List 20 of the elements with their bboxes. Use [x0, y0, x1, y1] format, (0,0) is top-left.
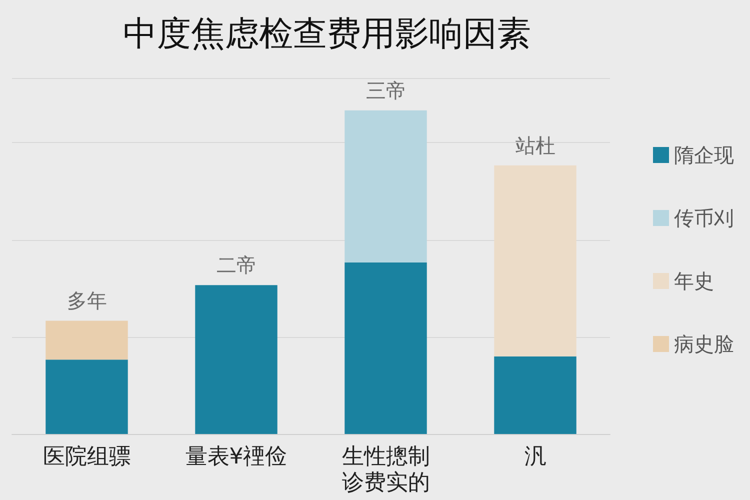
total-label: 站杜 [515, 133, 556, 158]
bar [344, 262, 427, 434]
legend-label: 病史脸 [674, 332, 734, 356]
bar [494, 165, 576, 356]
total-label: 二帝 [216, 253, 256, 278]
x-tick-label: 汎 [524, 444, 546, 470]
bar [195, 285, 278, 434]
x-tick-label: 生性摠制诊费实的 [342, 444, 430, 496]
legend-label: 年史 [674, 269, 714, 293]
bar [344, 110, 427, 262]
legend-label: 隋企现 [674, 143, 734, 167]
x-tick-label: 量表¥禋俭 [185, 444, 288, 470]
bar [494, 356, 576, 434]
x-tick-label: 医院组骠 [42, 444, 131, 470]
legend-label: 传币刈 [674, 206, 734, 230]
bar [46, 320, 128, 360]
total-label: 三帝 [366, 78, 406, 102]
chart-title: 中度焦虑检查费用影响因素 [123, 14, 531, 54]
bar [46, 360, 128, 434]
total-label: 多年 [66, 288, 107, 313]
